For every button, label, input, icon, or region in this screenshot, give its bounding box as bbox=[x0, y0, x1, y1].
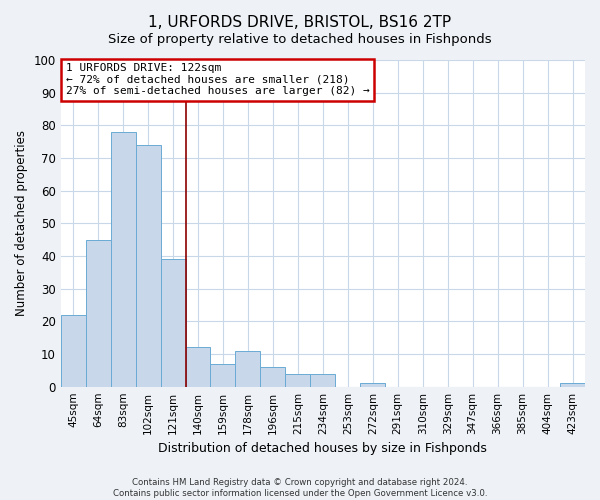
Bar bbox=[136, 145, 161, 386]
Text: 1, URFORDS DRIVE, BRISTOL, BS16 2TP: 1, URFORDS DRIVE, BRISTOL, BS16 2TP bbox=[148, 15, 452, 30]
Bar bbox=[310, 374, 335, 386]
Bar bbox=[61, 315, 86, 386]
Text: Contains HM Land Registry data © Crown copyright and database right 2024.
Contai: Contains HM Land Registry data © Crown c… bbox=[113, 478, 487, 498]
Bar bbox=[286, 374, 310, 386]
Bar bbox=[211, 364, 235, 386]
Text: 1 URFORDS DRIVE: 122sqm
← 72% of detached houses are smaller (218)
27% of semi-d: 1 URFORDS DRIVE: 122sqm ← 72% of detache… bbox=[66, 64, 370, 96]
Bar bbox=[86, 240, 110, 386]
Y-axis label: Number of detached properties: Number of detached properties bbox=[15, 130, 28, 316]
Bar bbox=[560, 384, 585, 386]
Bar bbox=[161, 260, 185, 386]
Text: Size of property relative to detached houses in Fishponds: Size of property relative to detached ho… bbox=[108, 32, 492, 46]
X-axis label: Distribution of detached houses by size in Fishponds: Distribution of detached houses by size … bbox=[158, 442, 487, 455]
Bar bbox=[110, 132, 136, 386]
Bar bbox=[260, 367, 286, 386]
Bar bbox=[360, 384, 385, 386]
Bar bbox=[185, 348, 211, 387]
Bar bbox=[235, 350, 260, 386]
